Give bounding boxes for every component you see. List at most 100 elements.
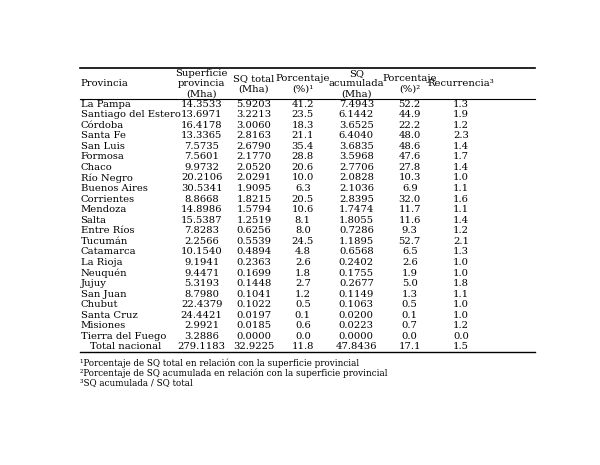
Text: 0.5: 0.5	[295, 300, 311, 309]
Text: 1.0: 1.0	[453, 258, 469, 267]
Text: 1.0: 1.0	[453, 269, 469, 278]
Text: 2.6790: 2.6790	[236, 142, 271, 151]
Text: 2.9921: 2.9921	[184, 321, 219, 330]
Text: San Juan: San Juan	[80, 290, 126, 299]
Text: Jujuy: Jujuy	[80, 279, 106, 288]
Text: San Luis: San Luis	[80, 142, 124, 151]
Text: Catamarca: Catamarca	[80, 247, 136, 256]
Text: 0.1022: 0.1022	[236, 300, 272, 309]
Text: 1.7474: 1.7474	[338, 205, 374, 214]
Text: 1.1: 1.1	[453, 184, 469, 193]
Text: 1.5794: 1.5794	[236, 205, 272, 214]
Text: 1.3: 1.3	[453, 100, 469, 108]
Text: ²Porcentaje de SQ acumulada en relación con la superficie provincial: ²Porcentaje de SQ acumulada en relación …	[80, 368, 387, 378]
Text: 0.2402: 0.2402	[339, 258, 374, 267]
Text: 2.0828: 2.0828	[339, 173, 374, 182]
Text: 6.3: 6.3	[295, 184, 311, 193]
Text: 0.6568: 0.6568	[339, 247, 374, 256]
Text: 0.1149: 0.1149	[338, 290, 374, 299]
Text: 13.6971: 13.6971	[181, 110, 223, 119]
Text: 0.1063: 0.1063	[339, 300, 374, 309]
Text: Tierra del Fuego: Tierra del Fuego	[80, 332, 166, 341]
Text: 52.7: 52.7	[398, 237, 421, 246]
Text: 2.2566: 2.2566	[184, 237, 219, 246]
Text: 6.1442: 6.1442	[338, 110, 374, 119]
Text: 11.7: 11.7	[398, 205, 421, 214]
Text: 28.8: 28.8	[292, 153, 314, 161]
Text: 2.7: 2.7	[295, 279, 311, 288]
Text: 1.6: 1.6	[453, 195, 469, 204]
Text: 7.4943: 7.4943	[338, 100, 374, 108]
Text: Entre Ríos: Entre Ríos	[80, 226, 134, 235]
Text: 8.1: 8.1	[295, 216, 311, 225]
Text: 0.1: 0.1	[402, 311, 418, 320]
Text: Neuquén: Neuquén	[80, 268, 127, 278]
Text: 0.2363: 0.2363	[236, 258, 271, 267]
Text: SQ total
(Mha): SQ total (Mha)	[233, 74, 275, 93]
Text: Recurrencia³: Recurrencia³	[428, 79, 494, 88]
Text: 7.8283: 7.8283	[184, 226, 219, 235]
Text: 0.6256: 0.6256	[236, 226, 271, 235]
Text: 20.2106: 20.2106	[181, 173, 223, 182]
Text: 1.9: 1.9	[453, 110, 469, 119]
Text: 279.1183: 279.1183	[178, 343, 226, 352]
Text: 14.3533: 14.3533	[181, 100, 223, 108]
Text: 6.9: 6.9	[402, 184, 418, 193]
Text: 0.1: 0.1	[295, 311, 311, 320]
Text: 47.8436: 47.8436	[335, 343, 377, 352]
Text: 1.2: 1.2	[295, 290, 311, 299]
Text: 0.1448: 0.1448	[236, 279, 272, 288]
Text: 35.4: 35.4	[292, 142, 314, 151]
Text: 11.6: 11.6	[398, 216, 421, 225]
Text: 22.4379: 22.4379	[181, 300, 223, 309]
Text: 2.8395: 2.8395	[339, 195, 374, 204]
Text: 0.6: 0.6	[295, 321, 311, 330]
Text: 2.0520: 2.0520	[236, 163, 272, 172]
Text: 4.8: 4.8	[295, 247, 311, 256]
Text: 2.6: 2.6	[402, 258, 418, 267]
Text: Santiago del Estero: Santiago del Estero	[80, 110, 181, 119]
Text: 16.4178: 16.4178	[181, 121, 223, 130]
Text: 14.8986: 14.8986	[181, 205, 223, 214]
Text: Chaco: Chaco	[80, 163, 112, 172]
Text: 27.8: 27.8	[398, 163, 421, 172]
Text: 0.5539: 0.5539	[236, 237, 272, 246]
Text: 41.2: 41.2	[292, 100, 314, 108]
Text: 1.8: 1.8	[295, 269, 311, 278]
Text: 0.1755: 0.1755	[339, 269, 374, 278]
Text: La Pampa: La Pampa	[80, 100, 130, 108]
Text: 1.8: 1.8	[453, 279, 469, 288]
Text: 7.5735: 7.5735	[184, 142, 219, 151]
Text: 1.3: 1.3	[453, 247, 469, 256]
Text: 9.4471: 9.4471	[184, 269, 220, 278]
Text: 3.2213: 3.2213	[236, 110, 272, 119]
Text: Superficie
provincia
(Mha): Superficie provincia (Mha)	[175, 69, 228, 99]
Text: Chubut: Chubut	[80, 300, 118, 309]
Text: 0.1699: 0.1699	[236, 269, 272, 278]
Text: 0.7: 0.7	[402, 321, 418, 330]
Text: Córdoba: Córdoba	[80, 121, 124, 130]
Text: 1.1: 1.1	[453, 205, 469, 214]
Text: 3.6525: 3.6525	[339, 121, 374, 130]
Text: 1.1: 1.1	[453, 290, 469, 299]
Text: 1.0: 1.0	[453, 311, 469, 320]
Text: 9.3: 9.3	[402, 226, 418, 235]
Text: 52.2: 52.2	[398, 100, 421, 108]
Text: 2.6: 2.6	[295, 258, 311, 267]
Text: 20.6: 20.6	[292, 163, 314, 172]
Text: 1.5: 1.5	[453, 343, 469, 352]
Text: Río Negro: Río Negro	[80, 173, 133, 183]
Text: 22.2: 22.2	[398, 121, 421, 130]
Text: 1.2: 1.2	[453, 226, 469, 235]
Text: 1.4: 1.4	[453, 216, 469, 225]
Text: 0.0200: 0.0200	[339, 311, 374, 320]
Text: 1.3: 1.3	[402, 290, 418, 299]
Text: 32.0: 32.0	[398, 195, 421, 204]
Text: 44.9: 44.9	[398, 110, 421, 119]
Text: Porcentaje
(%)²: Porcentaje (%)²	[383, 74, 437, 93]
Text: 0.4894: 0.4894	[236, 247, 272, 256]
Text: 10.6: 10.6	[292, 205, 314, 214]
Text: 2.7706: 2.7706	[339, 163, 374, 172]
Text: 11.8: 11.8	[292, 343, 314, 352]
Text: Santa Cruz: Santa Cruz	[80, 311, 137, 320]
